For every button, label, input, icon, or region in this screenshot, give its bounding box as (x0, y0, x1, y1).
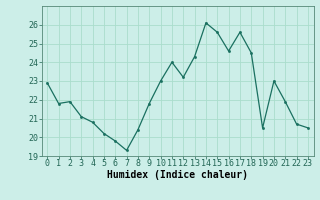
X-axis label: Humidex (Indice chaleur): Humidex (Indice chaleur) (107, 170, 248, 180)
